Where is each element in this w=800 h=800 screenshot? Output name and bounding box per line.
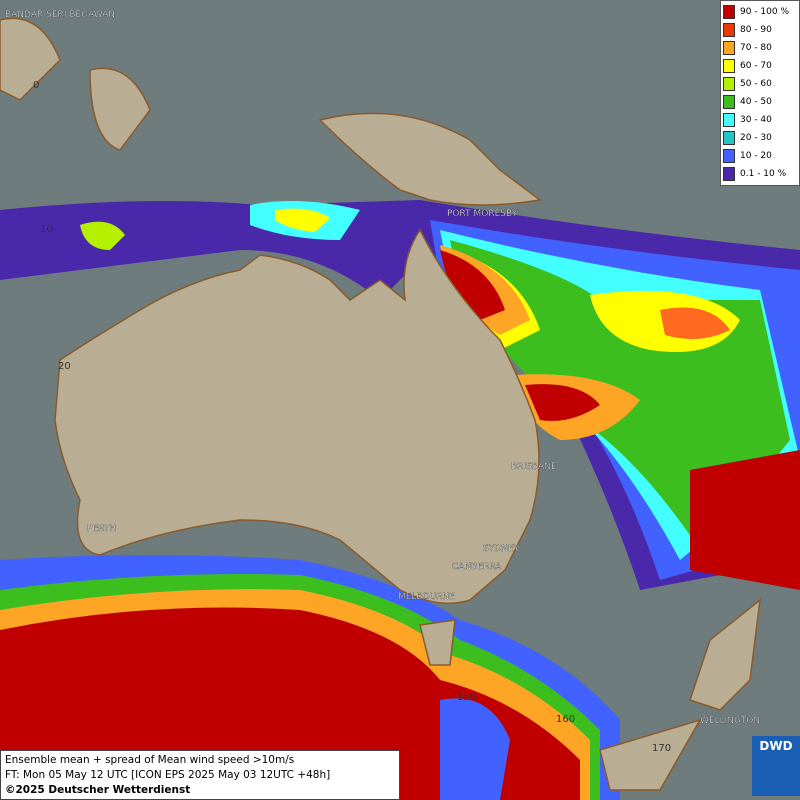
legend-label: 30 - 40	[740, 115, 772, 125]
legend-swatch	[723, 149, 735, 163]
legend-item: 90 - 100 %	[723, 3, 797, 21]
grid-label: 160	[556, 714, 575, 725]
legend-swatch	[723, 167, 735, 181]
legend-label: 80 - 90	[740, 25, 772, 35]
legend-item: 0.1 - 10 %	[723, 165, 797, 183]
city-label: CANBERRA	[452, 562, 502, 572]
legend: 90 - 100 % 80 - 90 70 - 80 60 - 70 50 - 60 40…	[720, 0, 800, 186]
grid-labels: 0 10 20 150 160 170	[33, 80, 671, 754]
footer-line: Ensemble mean + spread of Mean wind spee…	[5, 754, 295, 766]
grid-label: 170	[652, 743, 671, 754]
legend-item: 80 - 90	[723, 21, 797, 39]
city-label: PERTH	[87, 524, 116, 534]
footer: Ensemble mean + spread of Mean wind spee…	[0, 750, 400, 800]
legend-swatch	[723, 5, 735, 19]
legend-item: 60 - 70	[723, 57, 797, 75]
legend-swatch	[723, 41, 735, 55]
legend-swatch	[723, 23, 735, 37]
city-label: PORT MORESBY	[447, 209, 518, 219]
grid-label: 20	[58, 361, 71, 372]
legend-item: 70 - 80	[723, 39, 797, 57]
land	[0, 17, 761, 791]
legend-swatch	[723, 131, 735, 145]
legend-item: 30 - 40	[723, 111, 797, 129]
grid-label: 10	[40, 224, 53, 235]
legend-item: 50 - 60	[723, 75, 797, 93]
legend-label: 10 - 20	[740, 151, 772, 161]
city-labels: BANDAR SERI BEGAWAN PORT MORESBY BRISBANE P…	[5, 10, 760, 726]
legend-item: 40 - 50	[723, 93, 797, 111]
legend-label: 0.1 - 10 %	[740, 169, 787, 179]
footer-line: FT: Mon 05 May 12 UTC [ICON EPS 2025 May…	[5, 769, 331, 781]
grid-label: 0	[33, 80, 39, 91]
footer-line: ©2025 Deutscher Wetterdienst	[5, 784, 191, 796]
legend-swatch	[723, 59, 735, 73]
legend-swatch	[723, 113, 735, 127]
wind-fields	[0, 200, 800, 800]
legend-swatch	[723, 95, 735, 109]
legend-label: 20 - 30	[740, 133, 772, 143]
legend-label: 60 - 70	[740, 61, 772, 71]
city-label: WELLINGTON	[700, 716, 760, 726]
city-label: SYDNEY	[483, 544, 520, 554]
legend-swatch	[723, 77, 735, 91]
legend-item: 20 - 30	[723, 129, 797, 147]
legend-label: 70 - 80	[740, 43, 772, 53]
logo: DWD	[752, 736, 800, 796]
city-label: BRISBANE	[511, 462, 557, 472]
grid-label: 150	[457, 692, 476, 703]
legend-label: 40 - 50	[740, 97, 772, 107]
legend-label: 90 - 100 %	[740, 7, 790, 17]
legend-label: 50 - 60	[740, 79, 772, 89]
legend-item: 10 - 20	[723, 147, 797, 165]
city-label: MELBOURNE	[398, 592, 455, 602]
city-label: BANDAR SERI BEGAWAN	[5, 10, 115, 20]
